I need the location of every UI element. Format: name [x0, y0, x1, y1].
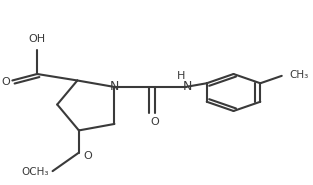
- Text: H: H: [177, 71, 185, 81]
- Text: CH₃: CH₃: [290, 70, 309, 80]
- Text: O: O: [2, 77, 11, 87]
- Text: OCH₃: OCH₃: [22, 167, 49, 177]
- Text: N: N: [110, 80, 119, 93]
- Text: OH: OH: [28, 34, 46, 44]
- Text: N: N: [182, 80, 192, 93]
- Text: O: O: [84, 151, 93, 161]
- Text: O: O: [150, 117, 159, 127]
